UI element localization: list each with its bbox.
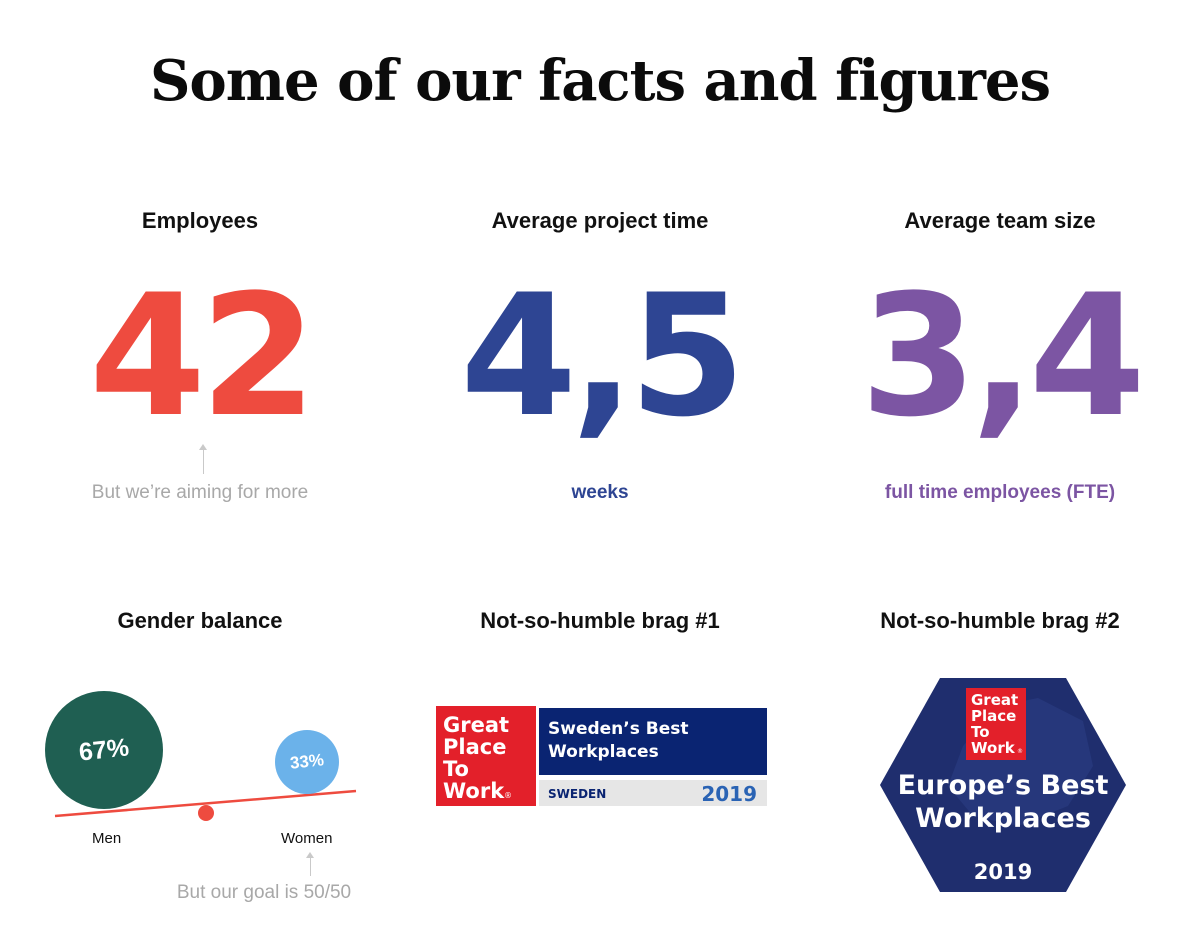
registered-mark: ® xyxy=(1017,748,1023,755)
women-bubble: 33% xyxy=(275,730,339,794)
headline-line: Europe’s Best xyxy=(898,770,1109,801)
section-label: Gender balance xyxy=(117,608,283,633)
gptw-logo-box xyxy=(966,688,1026,760)
registered-mark: ® xyxy=(504,791,512,800)
section-label: Not-so-humble brag #2 xyxy=(880,608,1120,633)
stat-label: Average team size xyxy=(904,208,1096,233)
year-text: 2019 xyxy=(974,860,1032,884)
women-label: Women xyxy=(281,830,333,847)
men-label: Men xyxy=(92,830,122,847)
gptw-logo-line: Place xyxy=(971,707,1016,725)
seesaw-pivot xyxy=(198,805,214,821)
headline-box xyxy=(539,708,767,775)
gptw-logo-box xyxy=(436,706,536,806)
men-percent: 67% xyxy=(77,732,131,767)
stat-label: Average project time xyxy=(491,208,709,233)
year-text: 2019 xyxy=(701,782,757,806)
page-title: Some of our facts and figures xyxy=(149,48,1051,114)
gptw-logo-line: To xyxy=(443,757,469,781)
arrow-up-icon xyxy=(306,852,314,876)
arrow-up-icon xyxy=(199,444,207,474)
gptw-logo-line: To xyxy=(971,723,990,741)
stat-note: weeks xyxy=(571,482,629,503)
section-label: Not-so-humble brag #1 xyxy=(480,608,720,633)
seesaw-beam xyxy=(54,789,357,818)
headline-line: Workplaces xyxy=(915,803,1091,834)
gptw-logo-line: Great xyxy=(971,691,1018,709)
gptw-logo-line: Work xyxy=(971,739,1016,757)
stat-note: full time employees (FTE) xyxy=(884,482,1116,503)
stat-value: 3,4 xyxy=(860,258,1146,454)
gptw-logo-line: Great xyxy=(443,713,509,737)
seesaw-graphic xyxy=(54,789,357,821)
country-bar xyxy=(539,780,767,806)
sweden-best-workplaces-badge: Great Place To Work ® Sweden’s Best Work… xyxy=(436,706,767,806)
headline-line: Sweden’s Best xyxy=(548,719,689,739)
europe-best-workplaces-badge: Great Place To Work ® Europe’s Best Work… xyxy=(880,678,1126,892)
stat-value: 4,5 xyxy=(460,258,746,454)
women-percent: 33% xyxy=(289,750,325,773)
stat-value: 42 xyxy=(89,258,317,454)
headline-line: Workplaces xyxy=(548,742,659,762)
gender-note: But our goal is 50/50 xyxy=(176,882,352,903)
stat-label: Employees xyxy=(141,208,259,233)
gptw-logo-line: Place xyxy=(443,735,506,759)
stat-note: But we’re aiming for more xyxy=(91,482,309,503)
country-text: SWEDEN xyxy=(548,787,606,801)
gptw-logo-line: Work xyxy=(443,779,505,803)
men-bubble: 67% xyxy=(45,691,163,809)
